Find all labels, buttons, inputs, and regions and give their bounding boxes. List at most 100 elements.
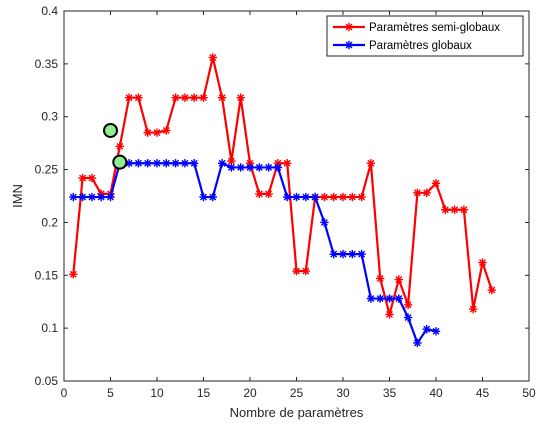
- series-2-point: [385, 294, 394, 303]
- series-2-point: [152, 159, 162, 168]
- series-1-point: [422, 188, 431, 198]
- legend-swatch-marker: [344, 40, 354, 50]
- series-1-point: [115, 142, 124, 151]
- tick-layer: 0 5 10 15 20 25 30 35 40 45 50 0.05 0.1 0.15 0.2 0.25 0.…: [35, 4, 536, 400]
- y-tick-label: 0.35: [35, 57, 59, 71]
- highlight-point: [103, 122, 118, 138]
- x-tick-label: 15: [197, 386, 211, 400]
- y-tick-label: 0.15: [35, 268, 59, 282]
- series-1-point: [487, 285, 496, 295]
- series-2-point: [422, 325, 431, 334]
- series-1-point: [413, 188, 422, 198]
- series-1-point: [385, 310, 394, 319]
- series-1-point: [376, 274, 385, 283]
- series-2-point: [143, 159, 152, 168]
- series-1-point: [459, 205, 469, 214]
- series-2-point: [245, 163, 255, 172]
- x-tick-label: 20: [243, 386, 257, 400]
- series-2-point: [162, 159, 171, 168]
- series-1-point: [431, 179, 441, 188]
- y-tick-label: 0.3: [41, 110, 58, 124]
- series-2-point: [236, 163, 245, 172]
- series-1-point: [403, 300, 413, 310]
- series-2-point: [87, 192, 97, 202]
- series-1-line: [72, 56, 493, 316]
- x-tick-label: 30: [336, 386, 350, 400]
- series-1-point: [124, 93, 134, 102]
- legend-entry: Paramètres semi-globaux: [333, 22, 500, 34]
- x-tick-label: 50: [522, 386, 536, 400]
- series-2-point: [394, 294, 403, 303]
- series-2-point: [292, 192, 301, 202]
- x-tick-label: 40: [429, 386, 443, 400]
- series-1-point: [134, 93, 143, 102]
- series-2-point: [97, 192, 106, 202]
- series-2-line: [73, 162, 437, 345]
- series-2-point: [134, 159, 143, 168]
- series-1-point: [180, 93, 190, 102]
- series-2: [69, 159, 441, 348]
- series-2-point: [329, 249, 338, 259]
- legend: Paramètres semi-globaux Paramètres globau…: [326, 15, 524, 57]
- series-1-point: [162, 126, 171, 135]
- series-2-point: [320, 218, 329, 227]
- x-tick-label: 5: [107, 386, 114, 400]
- series-2-point: [413, 338, 422, 348]
- highlight-layer: [103, 122, 128, 170]
- y-tick-label: 0.05: [35, 374, 59, 388]
- series-2-point: [180, 159, 190, 168]
- series-1-point: [264, 189, 273, 199]
- series-2-point: [301, 192, 310, 202]
- legend-swatch-marker: [344, 22, 354, 32]
- series-2-point: [255, 163, 264, 172]
- series-2-point: [208, 192, 217, 202]
- y-tick-label: 0.25: [35, 163, 59, 177]
- x-tick-label: 10: [150, 386, 164, 400]
- series-1-point: [87, 173, 97, 183]
- series-1-point: [301, 266, 310, 276]
- series-1-point: [450, 205, 459, 214]
- series-2-point: [310, 192, 320, 202]
- series-1-point: [190, 93, 199, 102]
- series-2-point: [403, 313, 413, 322]
- series-2-point: [171, 159, 180, 168]
- series-1-point: [338, 192, 348, 202]
- series-2-point: [78, 192, 87, 202]
- series-1-point: [394, 275, 403, 284]
- y-tick-label: 0.4: [41, 4, 58, 18]
- x-tick-label: 45: [476, 386, 490, 400]
- x-tick-label: 35: [383, 386, 397, 400]
- x-tick-label: 25: [290, 386, 304, 400]
- y-tick-label: 0.2: [41, 215, 58, 229]
- series-2-point: [217, 159, 227, 168]
- series-2-point: [431, 327, 441, 336]
- highlight-point: [112, 154, 128, 170]
- series-2-point: [338, 249, 348, 259]
- series-2-point: [264, 163, 273, 172]
- series-1-point: [143, 128, 152, 137]
- y-axis-label: IMN: [10, 184, 25, 208]
- series-1-point: [292, 266, 301, 276]
- series-1-point: [208, 53, 217, 62]
- x-axis-label: Nombre de paramètres: [230, 405, 364, 420]
- series-layer: [69, 53, 496, 348]
- series-1-point: [348, 192, 357, 202]
- series-1-point: [78, 173, 87, 183]
- y-tick-label: 0.1: [41, 321, 58, 335]
- series-1-point: [283, 159, 292, 168]
- series-2-point: [273, 163, 283, 172]
- series-2-point: [376, 294, 385, 303]
- series-1-point: [69, 270, 78, 279]
- series-1-point: [152, 128, 162, 137]
- legend-label: Paramètres globaux: [369, 40, 472, 52]
- series-1-point: [255, 189, 264, 199]
- series-2-point: [106, 192, 115, 202]
- series-2-point: [348, 249, 357, 259]
- legend-label: Paramètres semi-globaux: [369, 22, 500, 34]
- legend-box: [326, 15, 524, 57]
- series-2-point: [357, 249, 366, 259]
- series-1-point: [329, 192, 338, 202]
- series-2-point: [190, 159, 199, 168]
- series-1-point: [199, 93, 208, 102]
